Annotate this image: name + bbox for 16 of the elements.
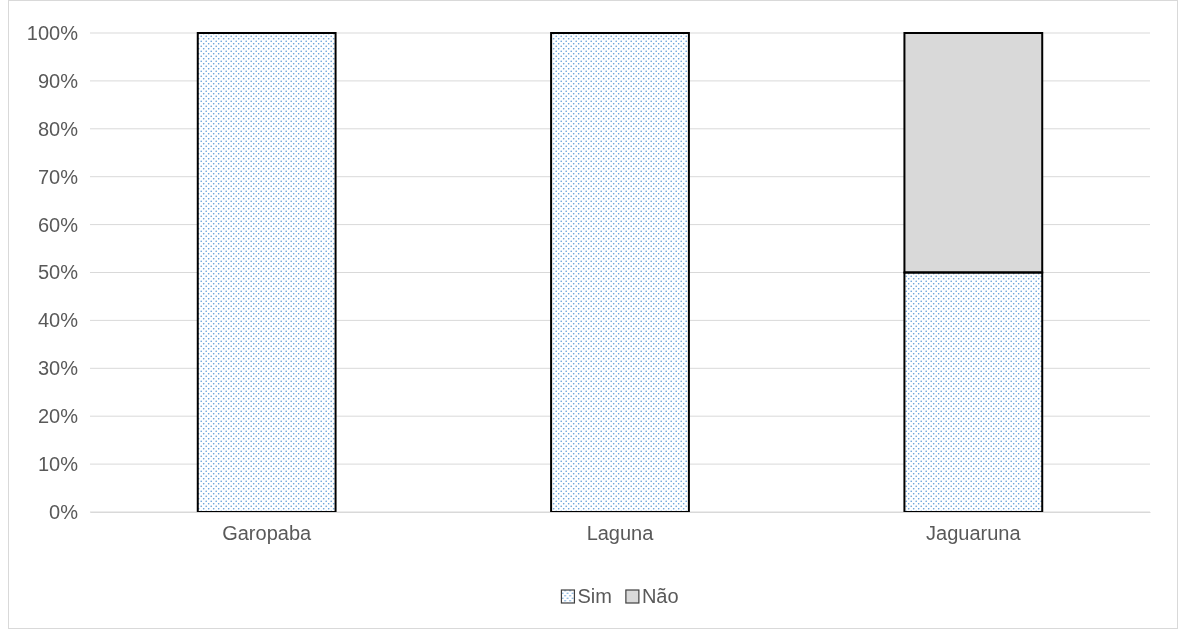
- y-tick-label: 40%: [37, 309, 79, 332]
- y-tick-label: 0%: [49, 500, 79, 523]
- y-tick-label: 30%: [37, 357, 79, 380]
- y-tick-label: 20%: [37, 405, 79, 428]
- x-tick-label: Garopaba: [222, 522, 313, 545]
- y-tick-label: 100%: [26, 21, 79, 44]
- y-tick-label: 70%: [37, 165, 79, 188]
- x-tick-label: Laguna: [586, 522, 655, 545]
- legend-label: Não: [641, 585, 679, 607]
- y-tick-label: 90%: [37, 69, 79, 92]
- y-tick-label: 10%: [37, 453, 79, 475]
- y-tick-label: 60%: [37, 213, 79, 236]
- y-tick-label: 80%: [37, 117, 79, 140]
- y-tick-label: 50%: [37, 261, 79, 284]
- legend-label: Sim: [577, 585, 612, 607]
- x-tick-label: Jaguaruna: [926, 522, 1022, 545]
